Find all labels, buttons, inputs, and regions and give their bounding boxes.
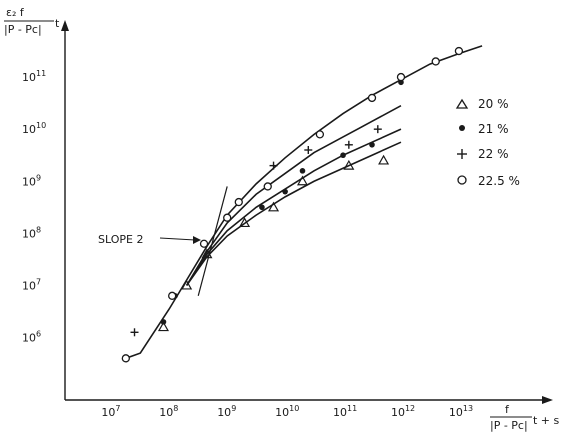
x-tick-label: 1011 xyxy=(333,404,357,419)
y-axis-label-bottom: |P - Pc| xyxy=(4,23,42,36)
slope-annotation: SLOPE 2 xyxy=(98,233,201,246)
dot-marker xyxy=(369,141,375,148)
legend-item-21: 21 % xyxy=(459,122,509,136)
x-axis-arrow xyxy=(542,396,553,404)
slope-annotation-arrowhead xyxy=(193,236,201,244)
plus-marker xyxy=(373,125,382,134)
plus-marker xyxy=(344,140,353,149)
y-axis-label-sup: t xyxy=(55,17,60,30)
legend-item-20: 20 % xyxy=(455,97,509,111)
slope-2-line xyxy=(197,186,228,296)
y-tick-label: 1010 xyxy=(22,121,46,136)
x-axis-label-bottom: |P - Pc| xyxy=(490,419,528,432)
circle-marker xyxy=(396,72,406,82)
y-tick-label: 108 xyxy=(22,225,41,240)
circle-marker xyxy=(315,130,325,139)
series-curve-dot xyxy=(185,128,402,286)
circle-marker xyxy=(431,57,440,66)
y-axis-label: ε₂ f |P - Pc| t xyxy=(4,6,60,36)
x-axis-label-top: f xyxy=(505,403,510,416)
legend-label-22: 22 % xyxy=(478,147,509,161)
circle-marker xyxy=(199,239,209,248)
x-axis-label: f |P - Pc| t + s xyxy=(490,403,560,432)
legend: 20 % 21 % 22 % 22.5 % xyxy=(455,97,520,188)
triangle-marker xyxy=(157,321,170,332)
axes xyxy=(61,20,553,404)
legend-dot-marker xyxy=(459,125,465,131)
triangle-marker xyxy=(268,201,280,212)
legend-circle-marker xyxy=(457,175,467,185)
triangle-marker xyxy=(296,175,309,186)
slope-annotation-label: SLOPE 2 xyxy=(98,233,143,246)
triangle-marker xyxy=(181,279,193,290)
legend-item-22: 22 % xyxy=(457,147,509,161)
dot-marker xyxy=(340,152,346,159)
dot-marker xyxy=(299,168,306,174)
x-tick-label: 107 xyxy=(101,404,120,419)
circle-marker xyxy=(121,354,130,363)
y-tick-label: 109 xyxy=(22,173,41,188)
circle-marker xyxy=(234,197,243,207)
circle-marker xyxy=(168,291,177,300)
series-curve-triangle xyxy=(185,141,402,286)
x-tick-label: 1012 xyxy=(391,404,415,419)
plus-marker xyxy=(304,146,313,154)
circle-marker xyxy=(454,46,464,56)
circle-marker xyxy=(367,93,377,103)
y-axis-label-top: ε₂ f xyxy=(6,6,25,19)
x-tick-label: 109 xyxy=(217,404,236,419)
legend-label-20: 20 % xyxy=(478,97,509,111)
plus-marker xyxy=(130,328,139,337)
legend-label-21: 21 % xyxy=(478,122,509,136)
triangle-marker xyxy=(239,217,251,228)
y-axis-arrow xyxy=(61,20,69,31)
dot-marker xyxy=(259,204,265,211)
y-tick-labels: 106 107 108 109 1010 1011 xyxy=(22,69,46,344)
triangle-marker xyxy=(343,159,355,170)
series-curve-plus xyxy=(185,105,402,286)
legend-triangle-marker xyxy=(455,98,469,109)
circle-marker xyxy=(223,213,232,222)
plus-marker xyxy=(269,161,278,170)
series-curve-circle xyxy=(125,45,483,360)
legend-item-225: 22.5 % xyxy=(457,174,520,188)
y-tick-label: 1011 xyxy=(22,69,46,84)
triangle-marker xyxy=(201,248,213,259)
x-tick-label: 108 xyxy=(159,404,178,419)
x-axis-label-sup: t + s xyxy=(533,414,560,427)
dot-marker xyxy=(160,319,167,325)
x-tick-label: 1013 xyxy=(449,404,473,419)
x-tick-labels: 107 108 109 1010 1011 1012 1013 xyxy=(101,404,473,419)
y-tick-label: 106 xyxy=(22,330,41,345)
slope-annotation-pointer xyxy=(159,237,196,241)
dot-marker xyxy=(282,188,288,195)
y-tick-label: 107 xyxy=(22,277,41,292)
plot-area xyxy=(121,45,483,363)
x-tick-label: 1010 xyxy=(275,404,299,419)
circle-marker xyxy=(263,182,272,191)
triangle-marker xyxy=(378,154,390,165)
legend-label-225: 22.5 % xyxy=(478,174,520,188)
